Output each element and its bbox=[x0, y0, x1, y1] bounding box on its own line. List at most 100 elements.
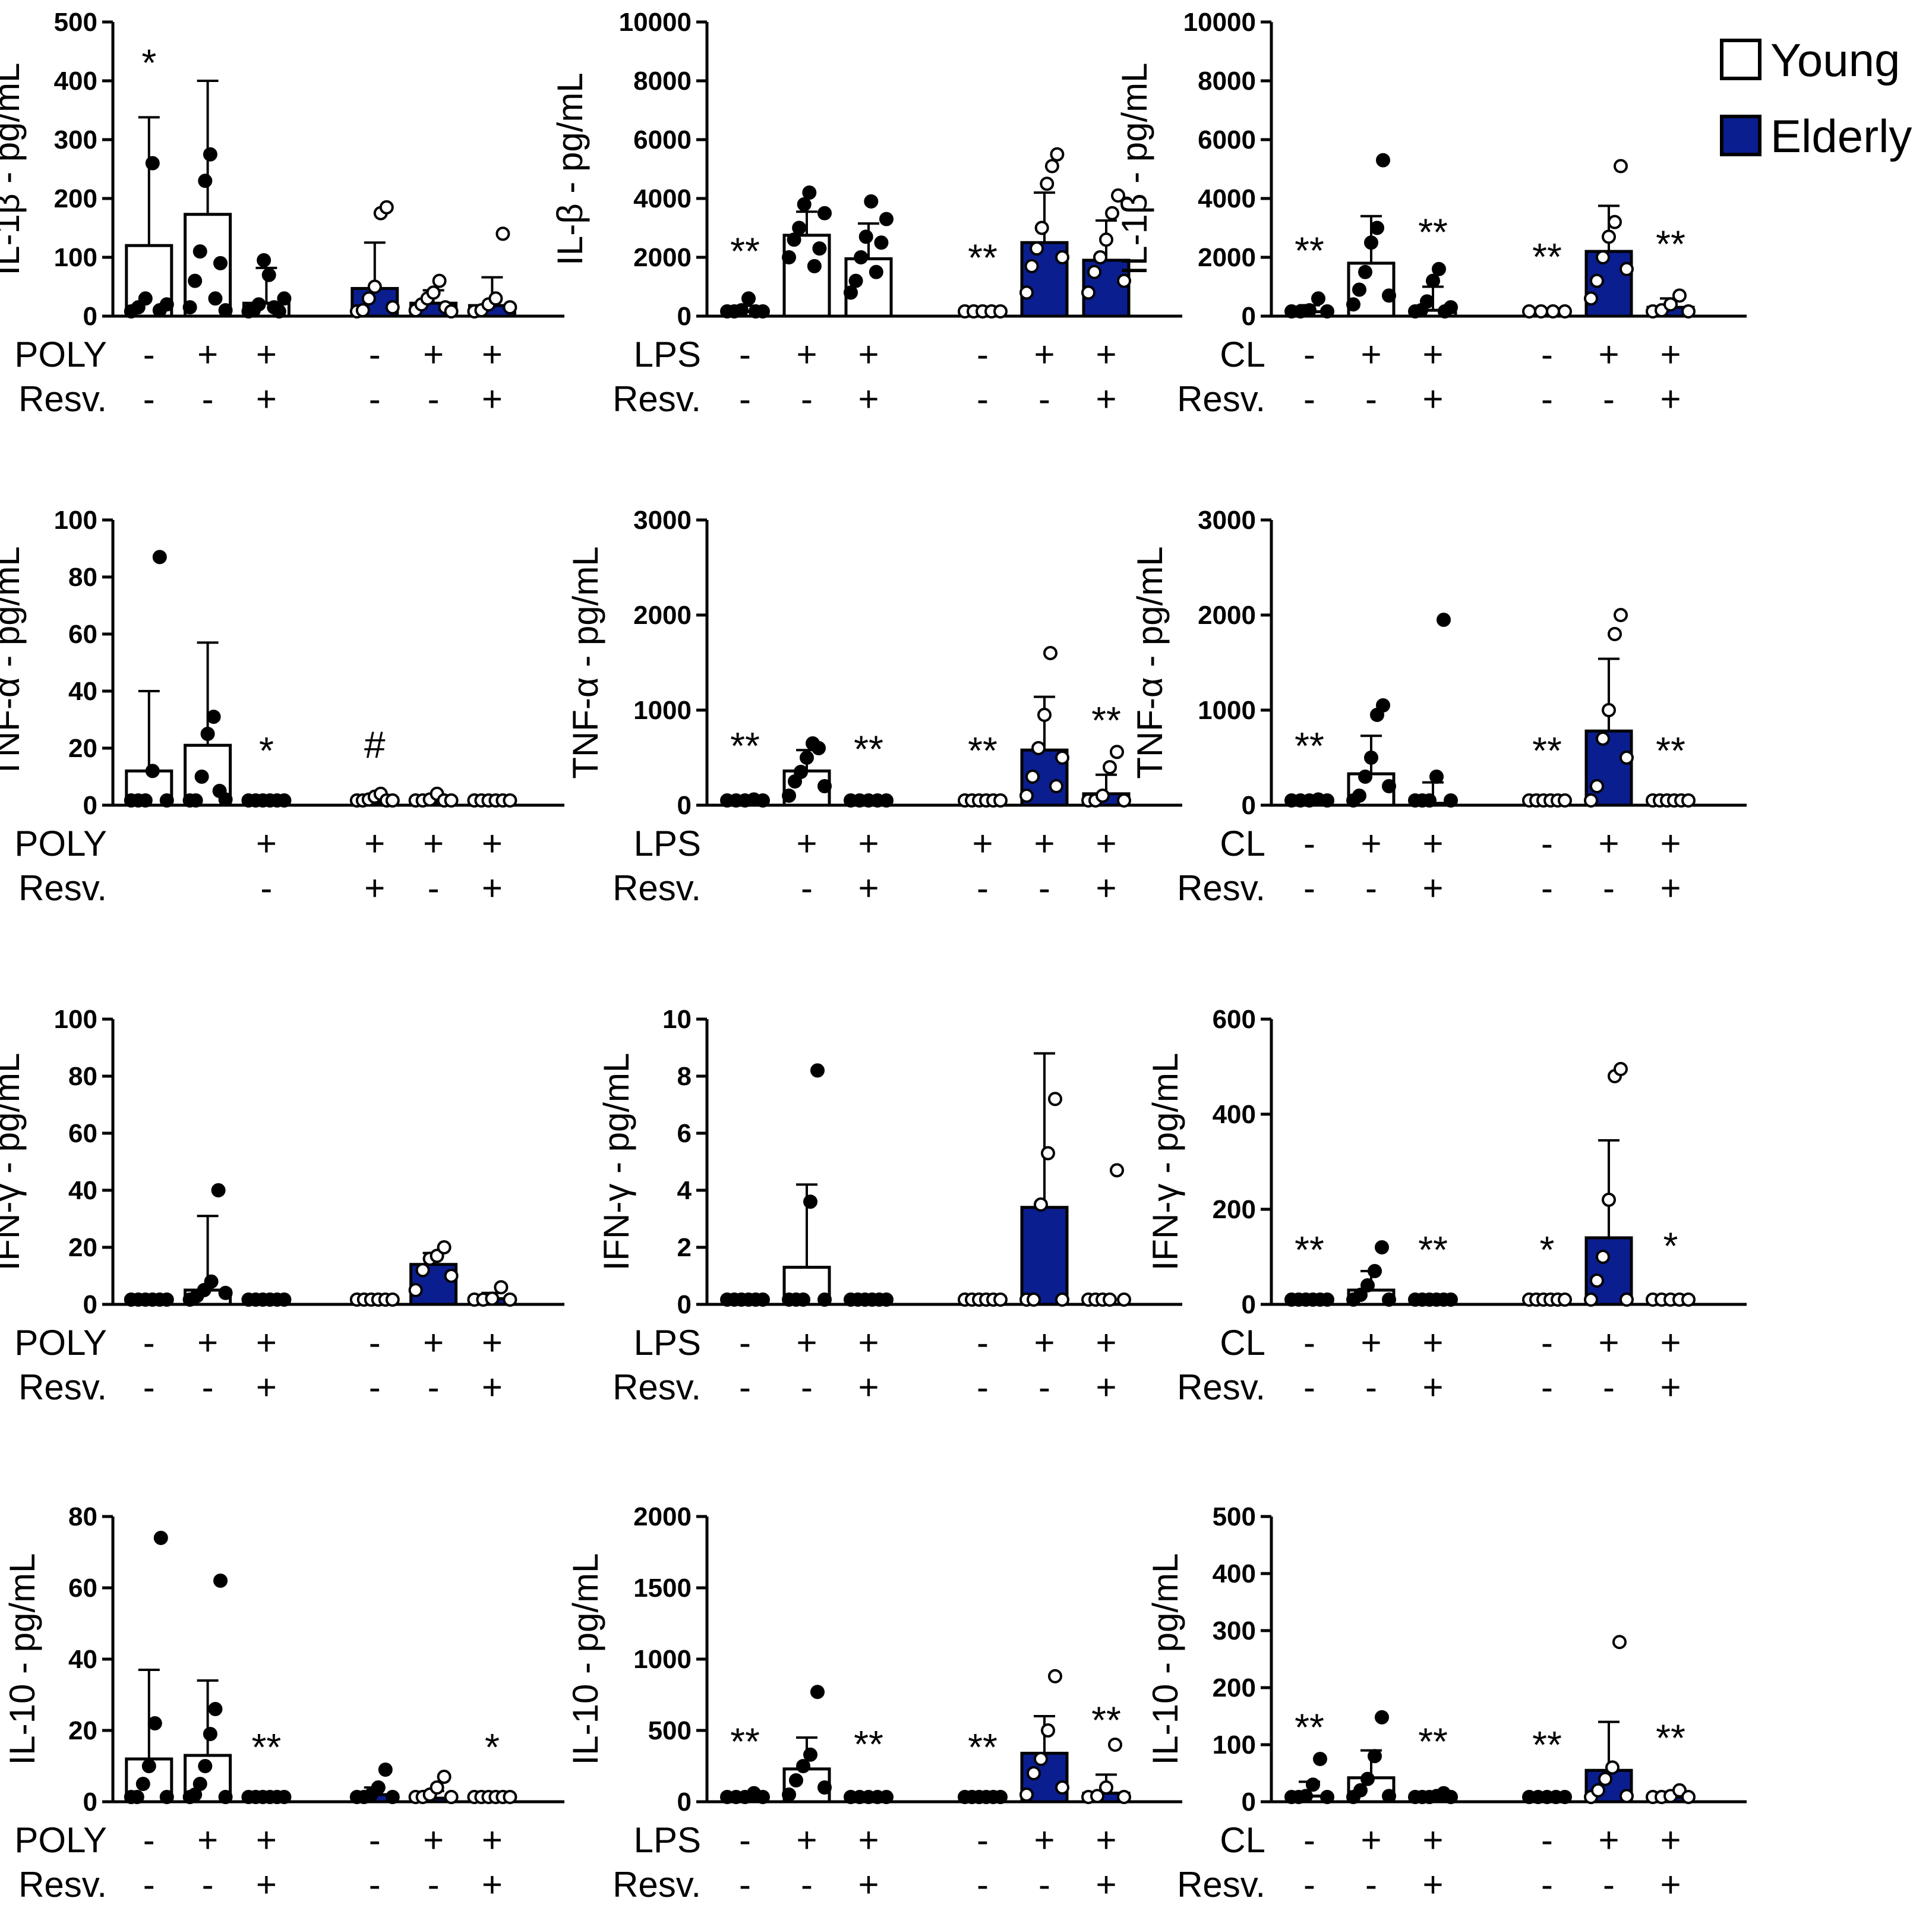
stim-sign: + bbox=[1096, 335, 1116, 374]
data-point bbox=[1614, 159, 1628, 174]
stimulus-label: CL bbox=[1220, 1323, 1265, 1363]
resv-label: Resv. bbox=[613, 1865, 701, 1905]
data-point bbox=[152, 550, 167, 565]
data-point bbox=[204, 1274, 219, 1289]
stim-sign: + bbox=[197, 335, 218, 374]
y-tick-label: 0 bbox=[1242, 1290, 1256, 1319]
y-tick-label: 0 bbox=[83, 1787, 97, 1817]
data-point bbox=[879, 793, 894, 808]
resv-sign: - bbox=[143, 379, 155, 419]
data-point bbox=[1024, 258, 1039, 273]
data-point bbox=[138, 291, 153, 306]
stim-sign: - bbox=[1541, 1820, 1553, 1860]
data-point bbox=[385, 1292, 400, 1307]
resv-sign: - bbox=[739, 379, 751, 419]
y-tick-label: 300 bbox=[1213, 1616, 1256, 1645]
data-point bbox=[192, 1777, 207, 1791]
data-point bbox=[1596, 732, 1610, 746]
resv-sign: + bbox=[1660, 379, 1681, 419]
y-axis-label: IFN-γ - pg/mL bbox=[1145, 1053, 1185, 1271]
data-point bbox=[1596, 1250, 1610, 1264]
stimulus-label: CL bbox=[1220, 824, 1265, 863]
data-point bbox=[444, 1269, 459, 1283]
data-point bbox=[1030, 241, 1044, 256]
resv-sign: - bbox=[1303, 1367, 1315, 1407]
y-axis-label: TNF-α - pg/mL bbox=[566, 546, 605, 778]
data-point bbox=[1422, 793, 1437, 808]
y-tick-label: 20 bbox=[68, 1716, 97, 1745]
stim-sign: + bbox=[1660, 335, 1681, 374]
data-point bbox=[803, 1194, 817, 1209]
data-point bbox=[1320, 304, 1334, 319]
resv-label: Resv. bbox=[18, 868, 107, 908]
data-point bbox=[787, 232, 801, 247]
data-point bbox=[444, 1790, 459, 1804]
data-point bbox=[200, 727, 215, 741]
stim-sign: + bbox=[256, 824, 277, 863]
data-point bbox=[1352, 282, 1366, 297]
resv-sign: - bbox=[977, 1865, 989, 1905]
stim-sign: + bbox=[796, 335, 817, 374]
stim-sign: + bbox=[482, 1820, 503, 1860]
stim-sign: + bbox=[1034, 1820, 1055, 1860]
data-point bbox=[426, 285, 441, 300]
stim-sign: + bbox=[796, 824, 817, 863]
y-tick-label: 1000 bbox=[1198, 696, 1256, 725]
data-point bbox=[1055, 250, 1069, 264]
stim-sign: + bbox=[1422, 1820, 1443, 1860]
data-point bbox=[1376, 698, 1390, 712]
y-tick-label: 20 bbox=[68, 1233, 97, 1262]
data-point bbox=[858, 229, 873, 244]
data-point bbox=[879, 212, 894, 226]
stim-sign: - bbox=[739, 1323, 751, 1363]
y-tick-label: 80 bbox=[68, 563, 97, 592]
data-point bbox=[812, 241, 827, 256]
resv-sign: - bbox=[801, 1367, 813, 1407]
significance-mark: ** bbox=[1295, 1228, 1324, 1271]
data-point bbox=[1681, 1292, 1696, 1307]
resv-sign: - bbox=[1365, 379, 1377, 419]
resv-sign: + bbox=[256, 1865, 277, 1905]
y-tick-label: 60 bbox=[68, 620, 97, 649]
data-point bbox=[147, 1716, 162, 1730]
stim-sign: + bbox=[482, 1323, 503, 1363]
data-point bbox=[1368, 1264, 1382, 1278]
panel-3: 0 2000 4000 6000 8000 10000 IL-1β - pg/mL ** ** *… bbox=[1115, 8, 1747, 419]
resv-sign: - bbox=[1541, 868, 1553, 908]
data-point bbox=[277, 1292, 292, 1307]
panel-11: 0 500 1000 1500 2000 IL-10 - pg/mL ** ** ** ** LPS… bbox=[566, 1502, 1182, 1905]
resv-sign: + bbox=[1422, 1865, 1443, 1905]
data-point bbox=[385, 793, 400, 808]
significance-mark: ** bbox=[730, 724, 760, 767]
data-point bbox=[277, 793, 292, 808]
data-point bbox=[182, 300, 197, 315]
resv-sign: + bbox=[364, 868, 385, 908]
data-point bbox=[1041, 1723, 1055, 1738]
resv-label: Resv. bbox=[613, 1367, 701, 1407]
data-point bbox=[1444, 300, 1458, 315]
stim-sign: + bbox=[423, 1323, 444, 1363]
stim-sign: + bbox=[197, 1820, 218, 1860]
y-tick-label: 1000 bbox=[633, 1645, 692, 1674]
resv-sign: - bbox=[202, 1367, 214, 1407]
resv-sign: + bbox=[1660, 1367, 1681, 1407]
data-point bbox=[159, 1292, 174, 1307]
y-tick-label: 500 bbox=[54, 8, 97, 37]
data-point bbox=[1111, 188, 1125, 203]
stim-sign: + bbox=[197, 1323, 218, 1363]
significance-mark: ** bbox=[1656, 1717, 1685, 1760]
y-tick-label: 2000 bbox=[1198, 601, 1256, 630]
y-axis-label: IFN-γ - pg/mL bbox=[0, 1053, 27, 1271]
resv-label: Resv. bbox=[613, 868, 701, 908]
stim-sign: + bbox=[256, 1820, 277, 1860]
resv-sign: + bbox=[1096, 868, 1116, 908]
y-tick-label: 600 bbox=[1213, 1005, 1256, 1034]
stim-sign: + bbox=[796, 1323, 817, 1363]
resv-sign: - bbox=[1603, 868, 1615, 908]
data-point bbox=[844, 285, 858, 300]
y-tick-label: 200 bbox=[1213, 1195, 1256, 1224]
data-point bbox=[1368, 1749, 1382, 1764]
stim-sign: - bbox=[1303, 824, 1315, 863]
